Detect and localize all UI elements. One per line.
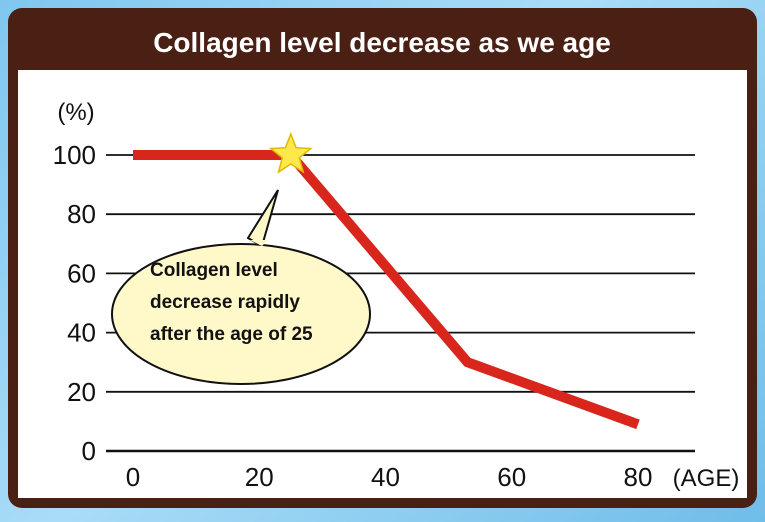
callout-join bbox=[250, 240, 268, 246]
y-tick-labels: 0 20 40 60 80 100 bbox=[53, 140, 96, 466]
annotation-marker bbox=[268, 131, 313, 174]
x-tick-label: 80 bbox=[624, 462, 653, 492]
y-tick-label: 80 bbox=[67, 199, 96, 229]
y-tick-label: 100 bbox=[53, 140, 96, 170]
series-line-0 bbox=[133, 150, 640, 430]
callout-shape bbox=[111, 243, 371, 385]
x-tick-label: 60 bbox=[497, 462, 526, 492]
callout-line-1: Collagen level bbox=[150, 260, 278, 281]
callout-line-2: decrease rapidly bbox=[150, 292, 300, 313]
x-tick-labels: 0 20 40 60 80 bbox=[126, 462, 653, 492]
y-tick-label: 40 bbox=[67, 318, 96, 348]
y-axis-unit: (%) bbox=[57, 99, 94, 126]
x-axis-unit: (AGE) bbox=[673, 465, 740, 492]
chart-title: Collagen level decrease as we age bbox=[153, 27, 611, 58]
x-tick-label: 40 bbox=[371, 462, 400, 492]
x-tick-label: 20 bbox=[245, 462, 274, 492]
y-tick-label: 20 bbox=[67, 377, 96, 407]
y-tick-label: 0 bbox=[82, 436, 96, 466]
x-tick-label: 0 bbox=[126, 462, 140, 492]
star-icon bbox=[268, 131, 313, 174]
callout-bubble: Collagen level decrease rapidly after th… bbox=[111, 189, 371, 385]
callout-line-3: after the age of 25 bbox=[150, 324, 313, 345]
y-tick-label: 60 bbox=[67, 258, 96, 288]
